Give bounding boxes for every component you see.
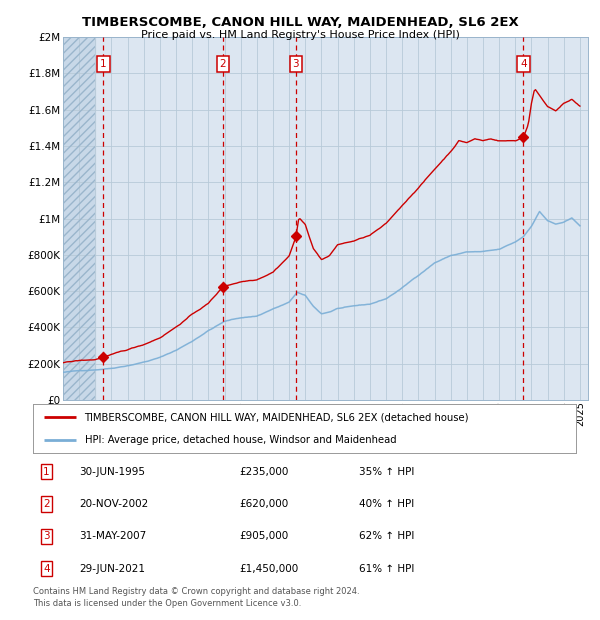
Text: 20-NOV-2002: 20-NOV-2002 [79,499,148,509]
Text: Price paid vs. HM Land Registry's House Price Index (HPI): Price paid vs. HM Land Registry's House … [140,30,460,40]
Text: £620,000: £620,000 [239,499,289,509]
Text: 3: 3 [43,531,50,541]
Text: TIMBERSCOMBE, CANON HILL WAY, MAIDENHEAD, SL6 2EX: TIMBERSCOMBE, CANON HILL WAY, MAIDENHEAD… [82,16,518,29]
Text: 62% ↑ HPI: 62% ↑ HPI [359,531,414,541]
Text: 61% ↑ HPI: 61% ↑ HPI [359,564,414,574]
Text: 40% ↑ HPI: 40% ↑ HPI [359,499,414,509]
Text: 2: 2 [220,60,226,69]
Bar [63,37,95,400]
Text: 30-JUN-1995: 30-JUN-1995 [79,467,145,477]
Text: 2: 2 [43,499,50,509]
Text: 1: 1 [43,467,50,477]
Text: 4: 4 [520,60,527,69]
Bar [63,37,95,400]
Text: 3: 3 [293,60,299,69]
Text: 4: 4 [43,564,50,574]
Text: 1: 1 [100,60,107,69]
Text: £235,000: £235,000 [239,467,289,477]
Text: HPI: Average price, detached house, Windsor and Maidenhead: HPI: Average price, detached house, Wind… [85,435,396,445]
Text: Contains HM Land Registry data © Crown copyright and database right 2024.
This d: Contains HM Land Registry data © Crown c… [33,587,359,608]
Text: 31-MAY-2007: 31-MAY-2007 [79,531,146,541]
Text: TIMBERSCOMBE, CANON HILL WAY, MAIDENHEAD, SL6 2EX (detached house): TIMBERSCOMBE, CANON HILL WAY, MAIDENHEAD… [85,412,469,422]
Text: 29-JUN-2021: 29-JUN-2021 [79,564,145,574]
Text: £1,450,000: £1,450,000 [239,564,299,574]
Text: 35% ↑ HPI: 35% ↑ HPI [359,467,414,477]
Text: £905,000: £905,000 [239,531,289,541]
